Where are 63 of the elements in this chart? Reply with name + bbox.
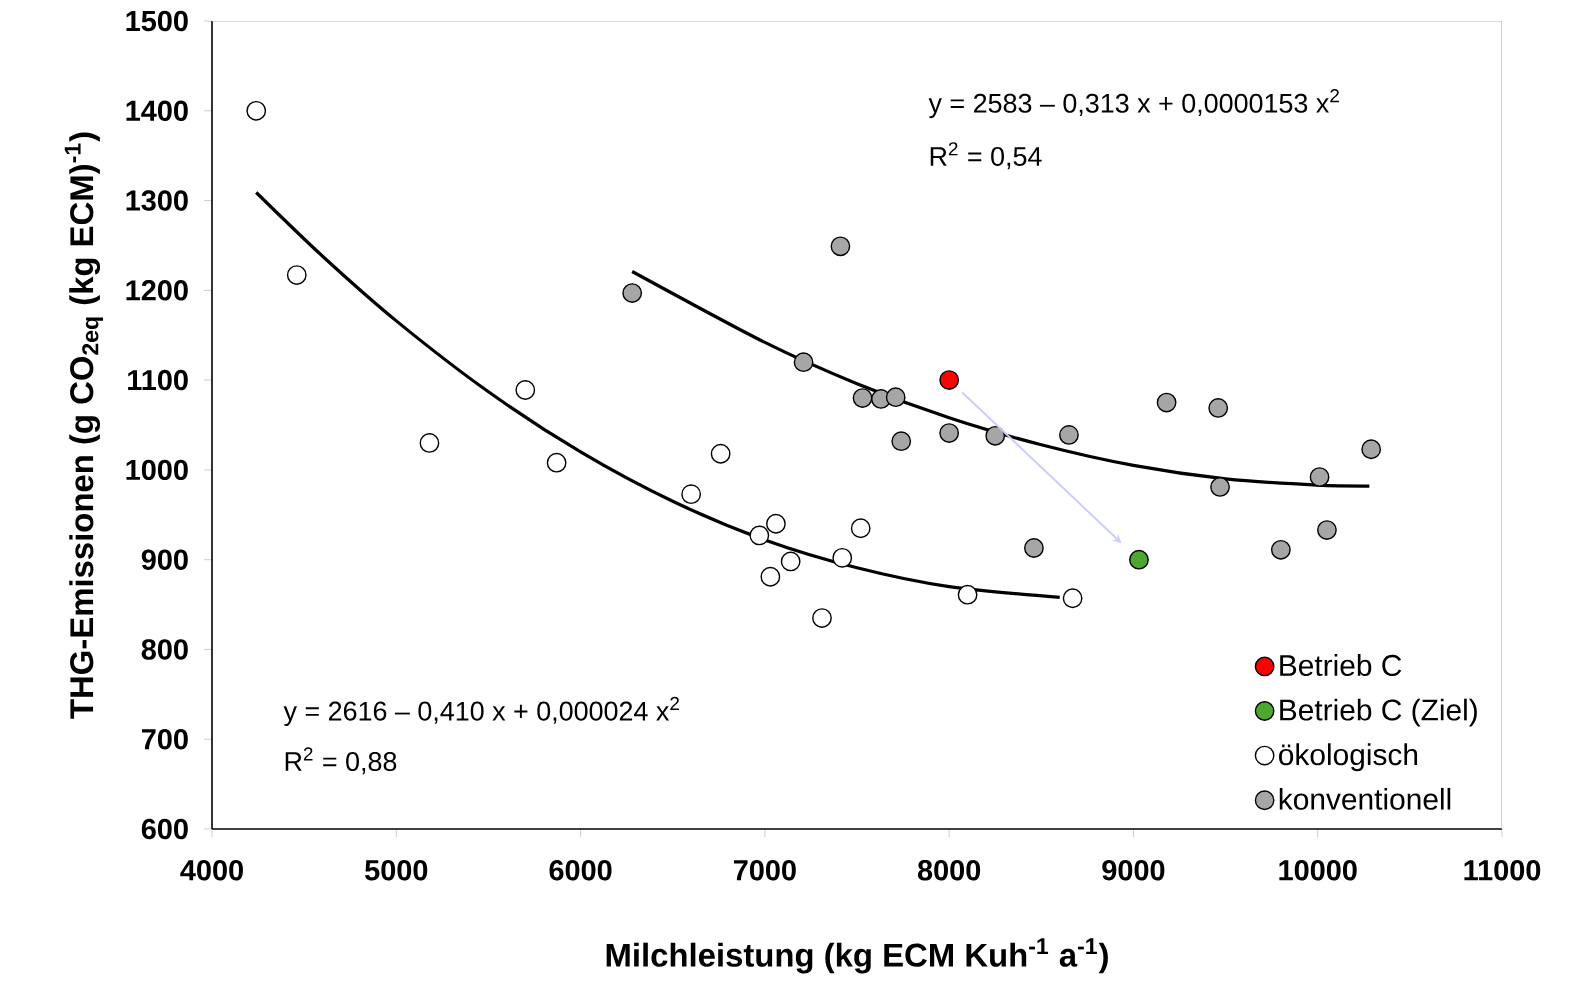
- y-tick-label: 1400: [126, 100, 188, 122]
- point: [812, 608, 832, 628]
- point: [1361, 439, 1382, 460]
- x-tick-label: 4000: [180, 860, 243, 881]
- point: [760, 566, 781, 587]
- x-tick-label: 7000: [733, 860, 796, 881]
- legend-label: ökologisch: [1279, 743, 1418, 772]
- point: [246, 100, 267, 121]
- y-tick-label: 900: [141, 549, 188, 570]
- point: [1156, 392, 1177, 413]
- point: [830, 236, 851, 257]
- y-tick-label: 1300: [126, 190, 188, 211]
- y-tick-label: 600: [141, 818, 188, 840]
- x-axis-title: Milchleistung (kg ECM Kuh$^{-1}$ a$^{-1}$): [606, 938, 1108, 974]
- y-tick-label: 700: [142, 728, 188, 750]
- legend-label: konventionell: [1279, 787, 1451, 810]
- point: [985, 425, 1006, 446]
- point: [780, 551, 801, 572]
- y-tick-label: 800: [141, 639, 188, 660]
- legend-label: Betrieb C: [1280, 654, 1402, 676]
- x-tick-label: 10000: [1279, 860, 1357, 881]
- point: [766, 513, 786, 534]
- point: [710, 443, 731, 464]
- y-tick-label: 1000: [126, 459, 188, 481]
- x-tick-label: 5000: [365, 860, 428, 881]
- x-tick-label: 6000: [549, 860, 612, 881]
- y-tick-label: 1500: [126, 10, 188, 32]
- point: [1062, 588, 1083, 609]
- point: [515, 380, 536, 400]
- x-tick-label: 9000: [1102, 860, 1165, 881]
- point: [1129, 549, 1149, 570]
- point: [546, 452, 567, 473]
- point: [681, 484, 702, 505]
- point: [419, 433, 440, 453]
- point: [1208, 398, 1229, 418]
- y-axis-title: THG-Emissionen (g CO$_{2eq}$ (kg ECM)$^{-1}$): [64, 132, 104, 719]
- point: [939, 370, 960, 391]
- point: [1024, 538, 1044, 558]
- point: [852, 388, 873, 408]
- point: [832, 547, 853, 568]
- annotation: y = 2583 – 0,313 x + 0,0000153 x$^{2}$: [928, 89, 1339, 119]
- point: [1210, 477, 1230, 497]
- point: [1270, 539, 1291, 560]
- x-tick-label: 8000: [917, 860, 981, 881]
- y-tick-label: 1200: [126, 280, 188, 301]
- point: [891, 431, 912, 452]
- point: [1309, 467, 1330, 487]
- point: [793, 352, 814, 373]
- point: [1059, 424, 1079, 445]
- annotation: R$^{2}$ = 0,88: [285, 747, 397, 775]
- annotation: R$^{2}$ = 0,54: [930, 142, 1042, 170]
- x-tick-label: 11000: [1464, 860, 1541, 881]
- legend-label: Betrieb C (Ziel): [1280, 698, 1477, 727]
- point: [850, 518, 871, 539]
- point: [885, 387, 906, 408]
- point: [939, 423, 960, 443]
- point: [749, 525, 770, 546]
- point: [1317, 520, 1337, 540]
- point: [286, 265, 307, 285]
- point: [957, 584, 978, 605]
- annotation: y = 2616 – 0,410 x + 0,000024 x$^{2}$: [283, 696, 679, 726]
- point: [622, 283, 643, 303]
- y-tick-label: 1100: [128, 369, 188, 391]
